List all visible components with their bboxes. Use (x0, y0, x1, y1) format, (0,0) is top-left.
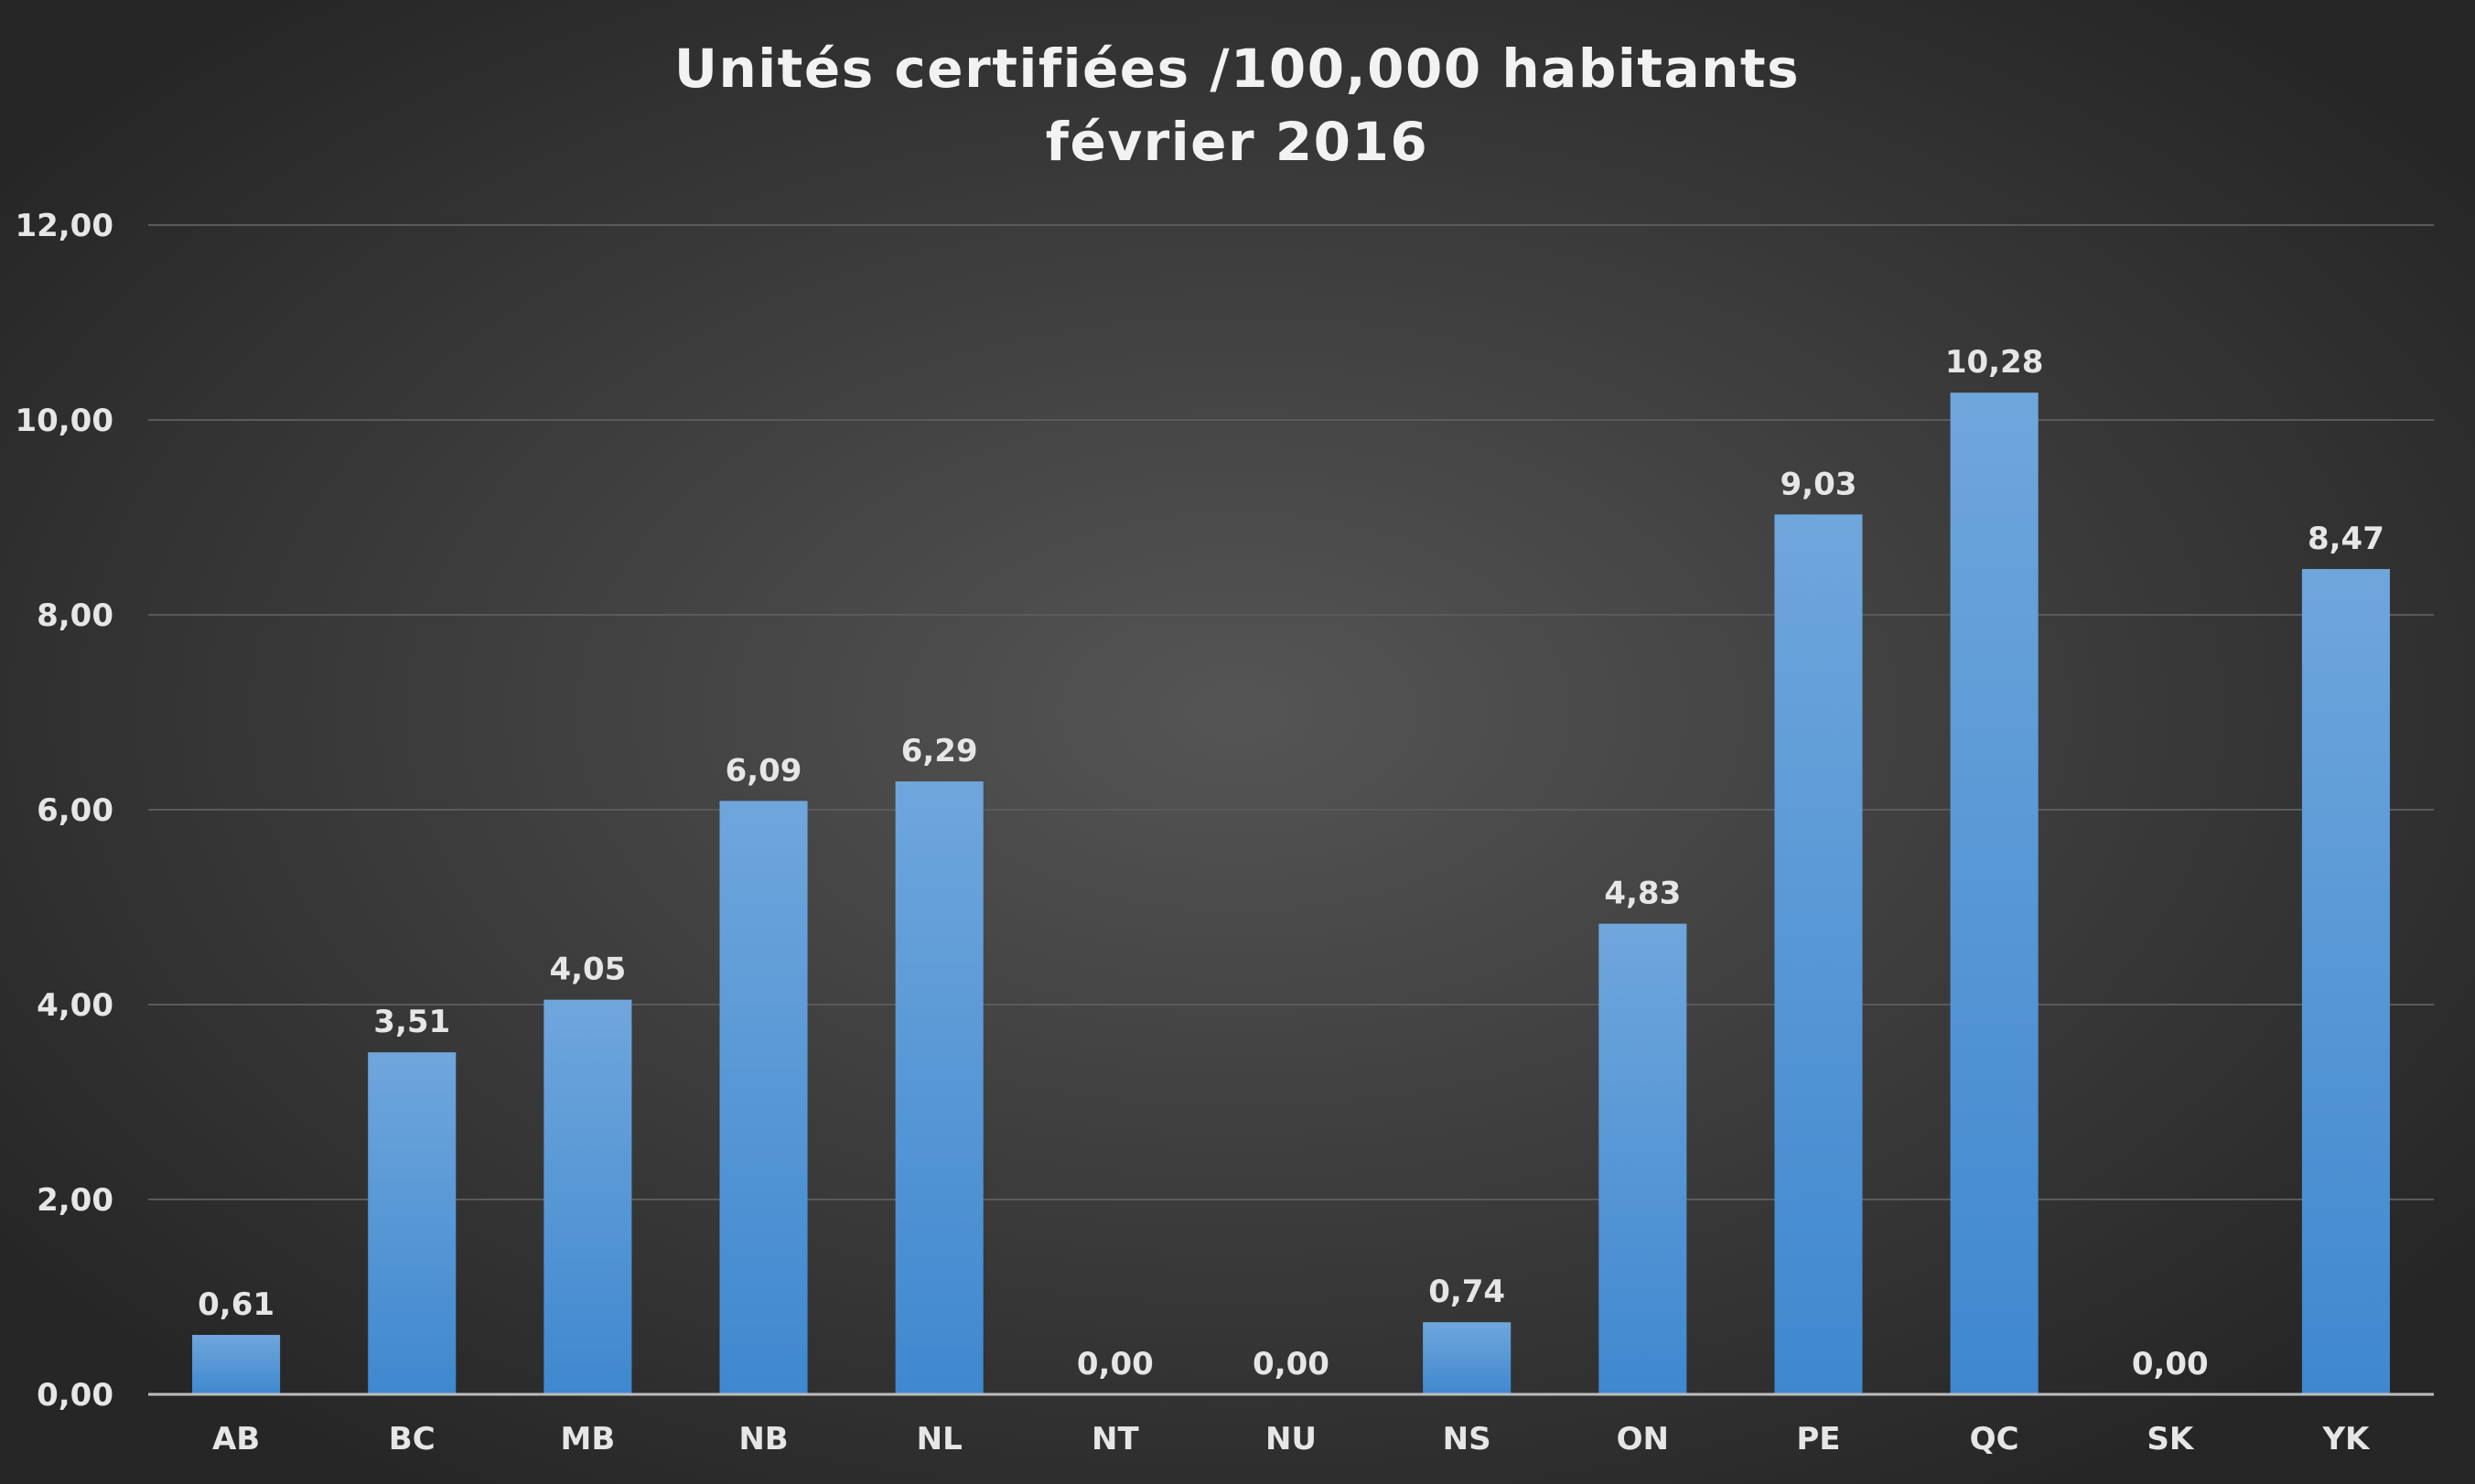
bar-yk (2301, 568, 2390, 1394)
bar-qc (1950, 393, 2039, 1395)
data-label-qc: 10,28 (1945, 344, 2044, 381)
x-tick-label-yk: YK (2321, 1421, 2371, 1457)
x-tick-label-nu: NU (1265, 1421, 1317, 1457)
y-tick-label: 0,00 (37, 1377, 113, 1414)
data-label-bc: 3,51 (373, 1004, 450, 1040)
bar-ab (192, 1335, 281, 1394)
data-label-nt: 0,00 (1077, 1346, 1154, 1382)
bar-bc (368, 1052, 457, 1394)
bar-mb (543, 999, 632, 1394)
y-tick-label: 2,00 (37, 1182, 113, 1219)
y-axis-tick-labels: 0,00 2,00 4,00 6,00 8,00 10,00 12,00 (15, 208, 113, 1414)
x-tick-label-ns: NS (1443, 1421, 1491, 1457)
bars (192, 393, 2390, 1395)
data-labels: 0,61 3,51 4,05 6,09 6,29 0,00 0,00 0,74 4,83 9,03… (198, 344, 2384, 1382)
data-label-nl: 6,29 (901, 733, 978, 769)
chart-title-line-1: Unités certifiées /100,000 habitants (674, 38, 1800, 100)
y-tick-label: 8,00 (37, 597, 113, 634)
bar-nb (719, 801, 808, 1394)
x-tick-label-nt: NT (1092, 1421, 1139, 1457)
data-label-nu: 0,00 (1253, 1346, 1329, 1382)
data-label-ab: 0,61 (198, 1286, 274, 1323)
data-label-sk: 0,00 (2132, 1346, 2209, 1382)
bar-pe (1774, 514, 1863, 1394)
x-tick-label-on: ON (1617, 1421, 1669, 1457)
data-label-nb: 6,09 (726, 752, 802, 789)
chart-title-line-2: février 2016 (1046, 111, 1428, 173)
x-tick-label-ab: AB (212, 1421, 260, 1457)
y-tick-label: 4,00 (37, 987, 113, 1024)
data-label-yk: 8,47 (2308, 521, 2384, 557)
x-tick-label-sk: SK (2147, 1421, 2194, 1457)
y-tick-label: 12,00 (15, 208, 113, 244)
x-tick-label-pe: PE (1796, 1421, 1840, 1457)
x-tick-label-mb: MB (561, 1421, 616, 1457)
y-tick-label: 10,00 (15, 403, 113, 439)
x-axis-tick-labels: AB BC MB NB NL NT NU NS ON PE QC SK YK (212, 1421, 2371, 1457)
chart-title: Unités certifiées /100,000 habitants fév… (674, 38, 1800, 173)
y-tick-label: 6,00 (37, 792, 113, 829)
data-label-ns: 0,74 (1428, 1274, 1505, 1310)
bar-ns (1423, 1322, 1512, 1394)
x-tick-label-bc: BC (389, 1421, 436, 1457)
data-label-pe: 9,03 (1781, 466, 1857, 502)
x-tick-label-nb: NB (738, 1421, 788, 1457)
data-label-on: 4,83 (1604, 876, 1681, 912)
x-tick-label-nl: NL (917, 1421, 963, 1457)
gridlines (148, 224, 2434, 1200)
bar-nl (895, 781, 984, 1394)
bar-on (1598, 923, 1687, 1394)
data-label-mb: 4,05 (549, 952, 626, 988)
x-tick-label-qc: QC (1970, 1421, 2019, 1457)
